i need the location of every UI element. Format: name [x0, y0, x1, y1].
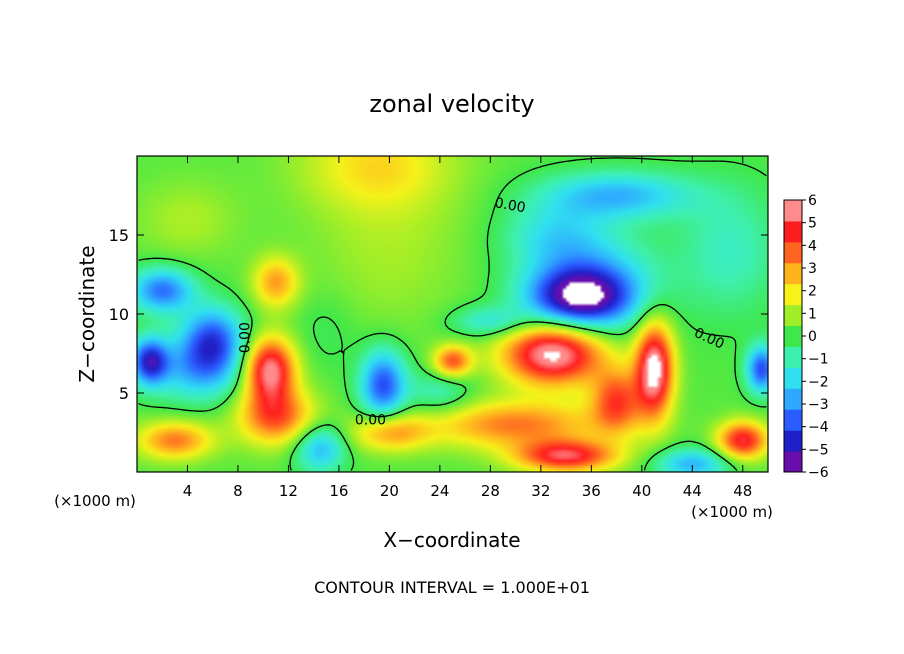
x-tick-label: 20: [380, 482, 399, 500]
colorbar-swatch: [784, 262, 802, 285]
y-axis: 5 10 15: [109, 226, 768, 403]
y-tick-label: 10: [109, 305, 129, 324]
colorbar-label: 5: [808, 216, 817, 232]
colorbar-label: −2: [808, 374, 829, 390]
colorbar-label: 1: [808, 306, 817, 322]
contour-lines: [138, 157, 767, 471]
x-tick-label: 4: [183, 482, 193, 500]
colorbar-swatch: [784, 325, 802, 347]
contour-label: 0.00: [355, 413, 386, 429]
colorbar-swatch: [784, 241, 802, 264]
colorbar-label: 0: [808, 329, 817, 345]
colorbar-label: −6: [808, 465, 829, 481]
x-tick-label: 48: [733, 482, 752, 500]
y-axis-label: Z−coordinate: [75, 245, 99, 382]
x-axis: 4 8 12 16 20 24 28 32 36 40 44 48: [183, 156, 752, 500]
colorbar-label: 2: [808, 284, 817, 300]
x-tick-label: 32: [531, 482, 550, 500]
x-tick-label: 44: [683, 482, 702, 500]
x-tick-label: 16: [329, 482, 348, 500]
x-axis-label: X−coordinate: [383, 528, 520, 552]
colorbar-swatch: [784, 430, 802, 452]
x-tick-label: 8: [233, 482, 243, 500]
plot-area: 0.000.000.000.00: [136, 155, 769, 473]
colorbar-swatch: [784, 367, 802, 389]
colorbar-swatch: [784, 346, 802, 368]
colorbar-label: −4: [808, 420, 829, 436]
x-unit-right: (×1000 m): [691, 503, 773, 521]
colorbar-label: 3: [808, 261, 817, 277]
zero-contour: [138, 157, 767, 471]
colorbar-swatch: [784, 451, 802, 473]
x-tick-label: 28: [481, 482, 500, 500]
colorbar-swatch: [784, 283, 802, 306]
colorbar-swatch: [784, 200, 802, 222]
colorbar-swatch: [784, 409, 802, 431]
colorbar-label: 4: [808, 238, 817, 254]
contour-label: 0.00: [493, 195, 526, 216]
chart-title: zonal velocity: [369, 90, 534, 118]
x-tick-label: 40: [632, 482, 651, 500]
colorbar-label: −1: [808, 352, 829, 368]
colorbar-label: −5: [808, 442, 829, 458]
x-tick-label: 12: [279, 482, 298, 500]
colorbar-label: −3: [808, 397, 829, 413]
colorbar-swatch: [784, 220, 802, 243]
y-tick-label: 15: [109, 226, 129, 245]
contour-label: 0.00: [237, 322, 253, 353]
x-tick-label: 36: [582, 482, 601, 500]
y-tick-label: 5: [119, 384, 129, 403]
colorbar-swatch: [784, 388, 802, 410]
colorbar-label: 6: [808, 193, 817, 209]
colorbar-swatch: [784, 304, 802, 327]
velocity-heatmap: [137, 156, 768, 472]
colorbar: 6 5 4 3 2 1 0 −1 −2 −3 −4 −5 −6: [783, 193, 829, 481]
contour-interval-note: CONTOUR INTERVAL = 1.000E+01: [314, 578, 590, 597]
x-unit-left: (×1000 m): [54, 492, 136, 510]
x-tick-label: 24: [430, 482, 449, 500]
